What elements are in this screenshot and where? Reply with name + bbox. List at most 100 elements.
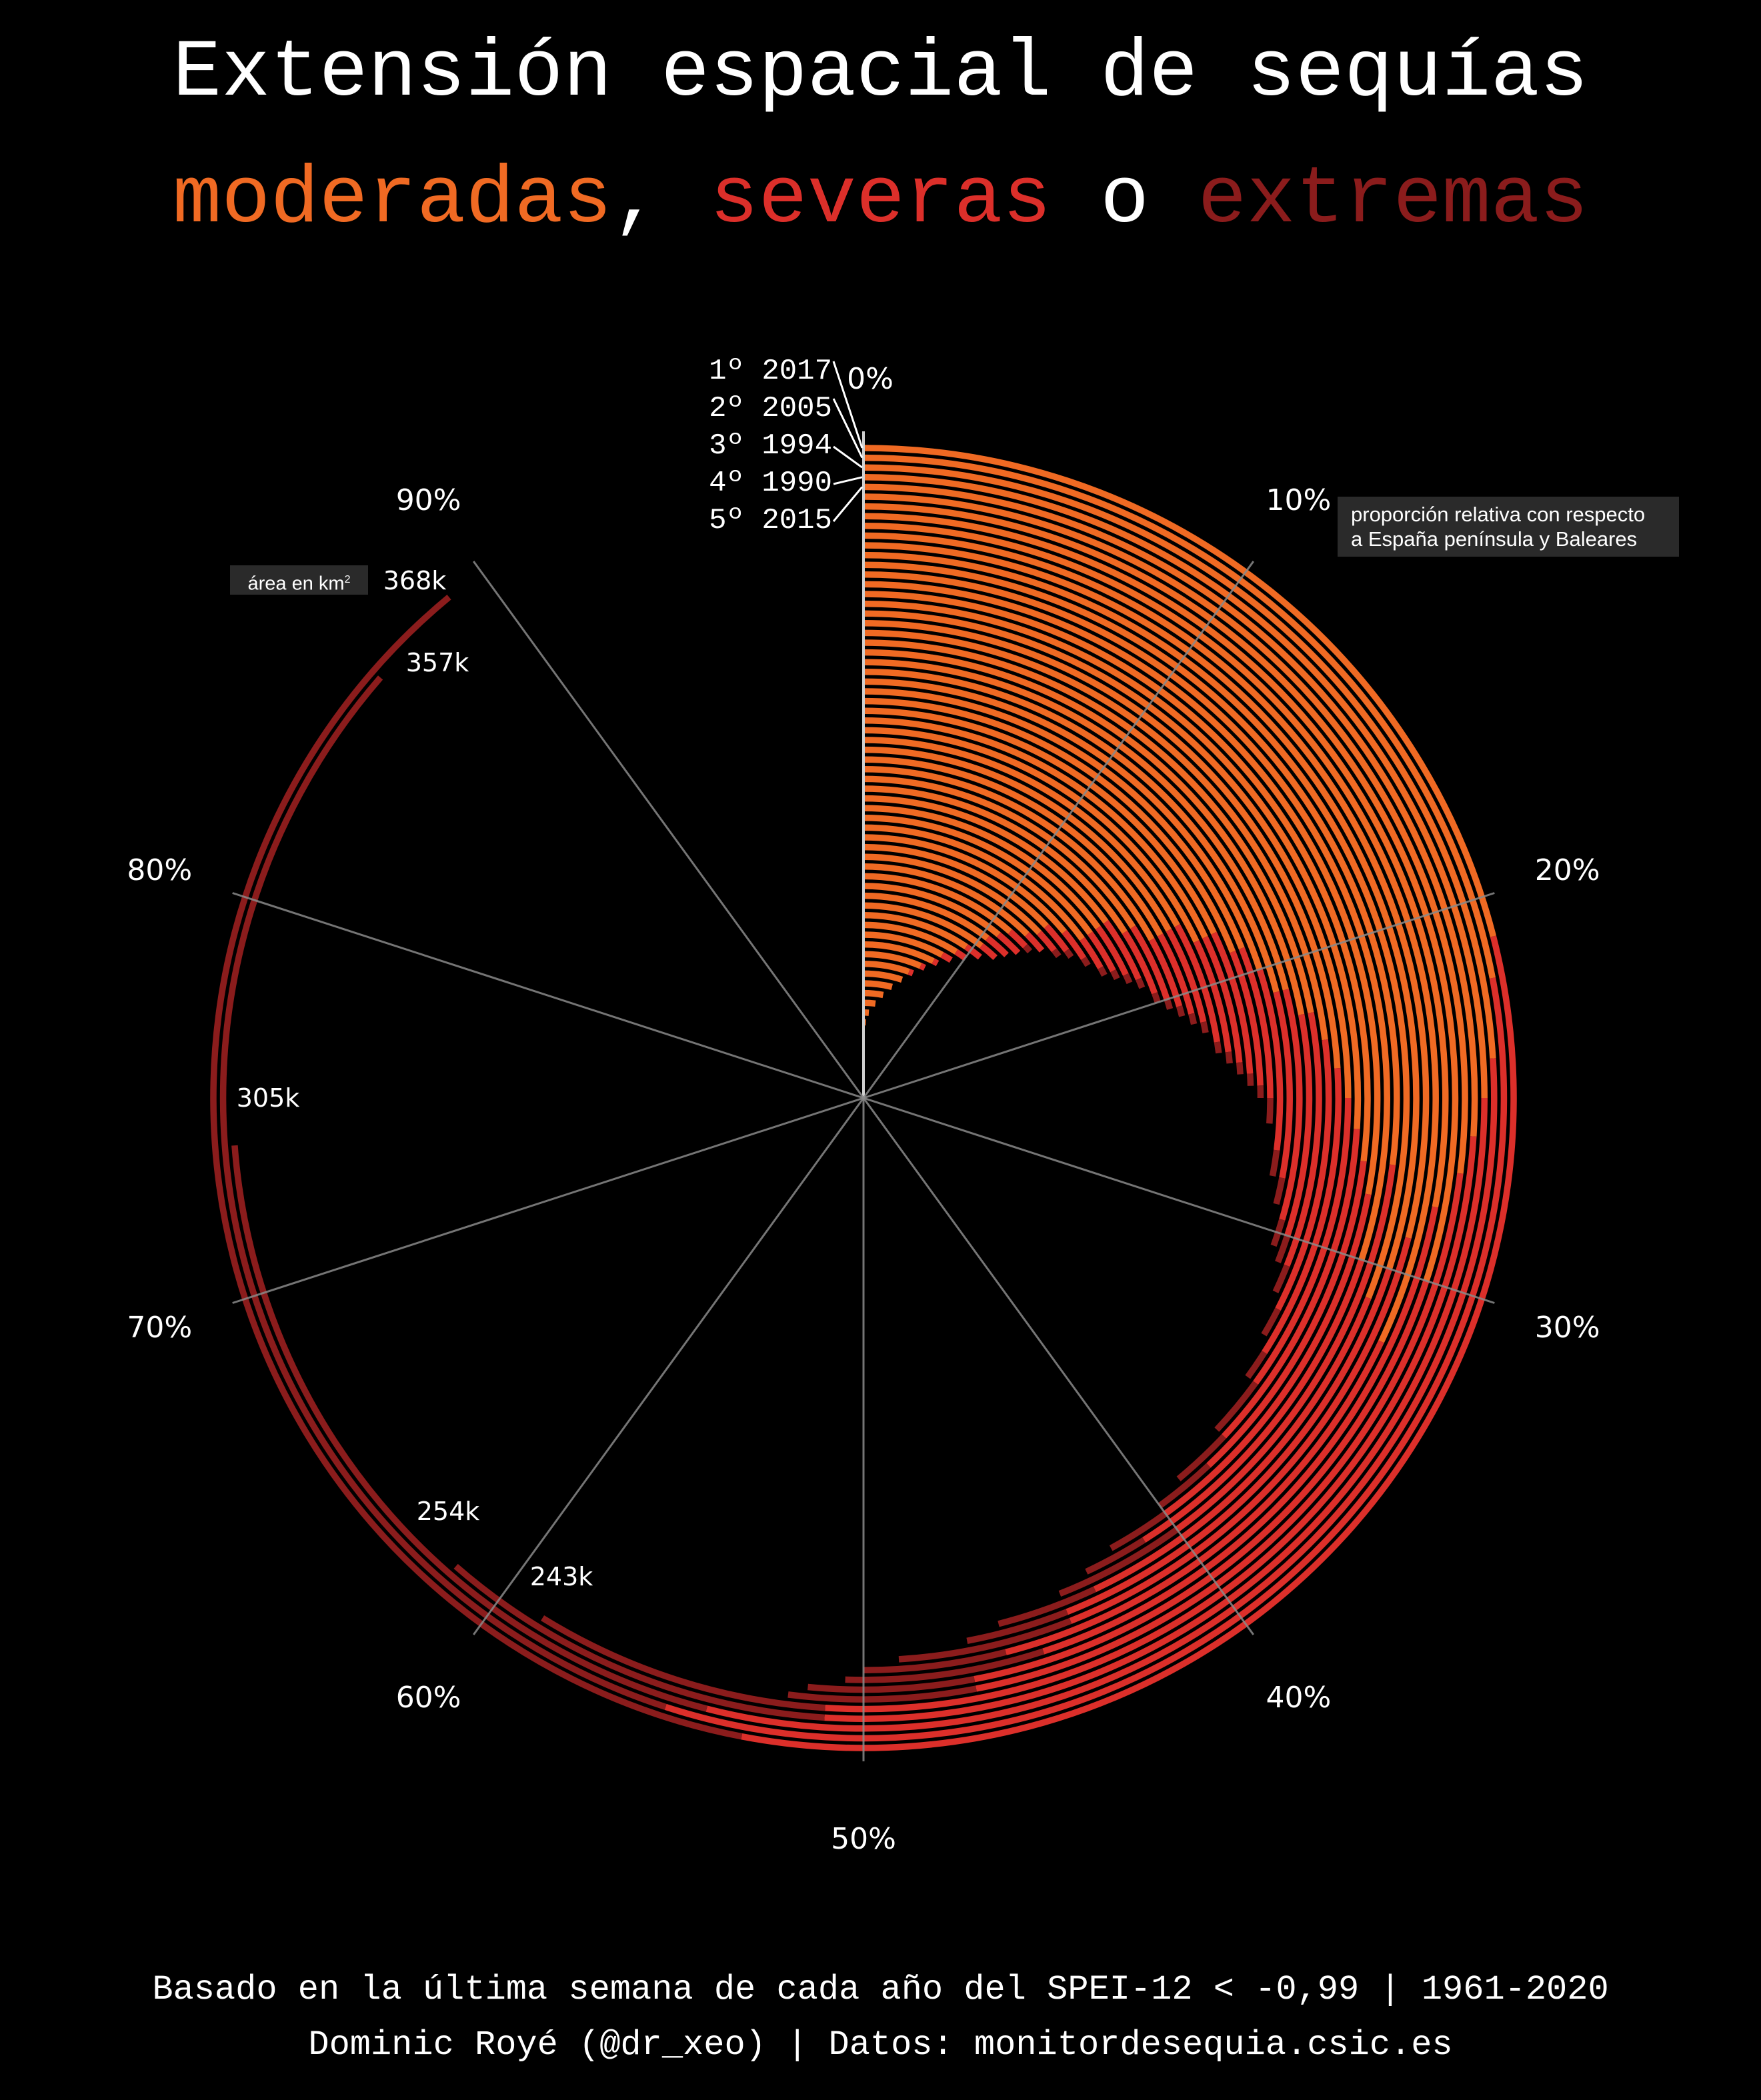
bar-extreme-ring-35 bbox=[1164, 998, 1174, 1010]
bar-extreme-ring-30 bbox=[1225, 1051, 1233, 1064]
area-value-label-2: 357k bbox=[406, 648, 469, 677]
bar-moderate-ring-8 bbox=[863, 513, 1449, 1208]
bar-severe-ring-2 bbox=[664, 977, 1508, 1742]
bar-extreme-ring-14 bbox=[1085, 1537, 1146, 1575]
rank-number: 1º bbox=[709, 355, 744, 388]
bar-extreme-ring-28 bbox=[1246, 1073, 1254, 1086]
bar-moderate-ring-28 bbox=[863, 707, 1217, 935]
tick-label-0: 0% bbox=[847, 362, 894, 396]
bar-severe-ring-43 bbox=[1037, 931, 1057, 953]
bar-severe-ring-41 bbox=[1062, 929, 1087, 961]
rank-leader-line bbox=[833, 445, 863, 469]
bar-severe-ring-53 bbox=[919, 963, 926, 971]
bar-moderate-ring-1 bbox=[863, 445, 1496, 937]
rank-leader-line bbox=[832, 486, 863, 522]
chart-title-line2: moderadas, severas o extremas bbox=[0, 153, 1761, 246]
bar-severe-ring-51 bbox=[940, 952, 953, 963]
tick-label-90: 90% bbox=[396, 483, 461, 517]
bar-moderate-ring-12 bbox=[863, 551, 1410, 1299]
tick-label-30: 30% bbox=[1535, 1311, 1600, 1345]
legend-moderate: moderadas bbox=[172, 153, 612, 246]
bar-severe-ring-13 bbox=[1175, 1164, 1396, 1532]
bar-moderate-ring-10 bbox=[863, 532, 1430, 1239]
bar-moderate-ring-31 bbox=[863, 737, 1180, 927]
bar-moderate-ring-37 bbox=[863, 795, 1109, 924]
rank-year: 2017 bbox=[761, 355, 832, 388]
bar-extreme-ring-9 bbox=[863, 1649, 1007, 1673]
bar-extreme-ring-15 bbox=[1109, 1511, 1168, 1551]
rank-leader-line bbox=[833, 476, 863, 485]
bar-extreme-ring-8 bbox=[845, 1648, 1045, 1683]
bar-severe-ring-40 bbox=[1080, 937, 1104, 969]
area-unit-note: área en km2 bbox=[230, 565, 368, 595]
bar-severe-ring-30 bbox=[1193, 940, 1232, 1053]
gridline-60 bbox=[472, 1097, 865, 1635]
bar-extreme-ring-3 bbox=[231, 1145, 707, 1712]
bar-moderate-ring-2 bbox=[863, 454, 1496, 979]
bar-severe-ring-44 bbox=[1025, 932, 1045, 953]
bar-extreme-ring-21 bbox=[1272, 1264, 1290, 1293]
legend-extreme: extremas bbox=[1198, 153, 1589, 246]
rank-leader-line bbox=[832, 398, 863, 459]
bar-moderate-ring-14 bbox=[863, 571, 1390, 1261]
bar-moderate-ring-13 bbox=[863, 561, 1400, 1165]
bar-severe-ring-16 bbox=[1206, 1161, 1367, 1468]
rank-label-2: 2º 2005 bbox=[709, 392, 832, 425]
bar-severe-ring-49 bbox=[964, 944, 982, 960]
tick-label-50: 50% bbox=[831, 1822, 896, 1856]
chart-title-line1: Extensión espacial de sequías bbox=[172, 27, 1589, 119]
footer-credits: Dominic Royé (@dr_xeo) | Datos: monitord… bbox=[308, 2025, 1453, 2065]
bar-severe-ring-27 bbox=[1230, 951, 1264, 1086]
bar-severe-ring-7 bbox=[974, 1279, 1430, 1683]
bar-extreme-ring-13 bbox=[1058, 1527, 1179, 1597]
bar-moderate-ring-40 bbox=[863, 824, 1085, 941]
bar-moderate-ring-18 bbox=[863, 610, 1352, 1099]
proportion-note-line2: a España península y Baleares bbox=[1351, 527, 1638, 551]
bar-moderate-ring-54 bbox=[863, 961, 910, 975]
bar-severe-ring-36 bbox=[1122, 930, 1158, 995]
bar-moderate-ring-57 bbox=[863, 989, 884, 999]
footer-source-note: Basado en la última semana de cada año d… bbox=[152, 1970, 1609, 2009]
rank-number: 2º bbox=[709, 392, 744, 425]
bar-moderate-ring-48 bbox=[863, 902, 984, 949]
gridline-10 bbox=[862, 561, 1255, 1099]
bar-moderate-ring-34 bbox=[863, 766, 1155, 941]
bar-severe-ring-46 bbox=[996, 932, 1021, 955]
bar-extreme-ring-45 bbox=[1023, 944, 1033, 954]
rank-year: 2015 bbox=[761, 504, 832, 537]
bar-severe-ring-26 bbox=[1238, 947, 1274, 1099]
bar-extreme-ring-4 bbox=[453, 1563, 825, 1721]
proportion-note-line1: proporción relativa con respecto bbox=[1351, 503, 1646, 526]
bar-extreme-ring-33 bbox=[1188, 1013, 1198, 1025]
bar-moderate-ring-53 bbox=[863, 951, 922, 969]
bar-severe-ring-33 bbox=[1157, 933, 1195, 1015]
bar-severe-ring-3 bbox=[705, 1058, 1498, 1732]
rank-year: 2005 bbox=[761, 392, 832, 425]
bar-extreme-ring-10 bbox=[898, 1617, 1072, 1663]
bar-moderate-ring-42 bbox=[863, 843, 1049, 929]
bar-extreme-ring-16 bbox=[1158, 1463, 1211, 1509]
bar-severe-ring-39 bbox=[1088, 931, 1116, 973]
area-value-label-5: 243k bbox=[530, 1562, 593, 1591]
rank-label-5: 5º 2015 bbox=[709, 504, 832, 537]
bar-moderate-ring-30 bbox=[863, 727, 1200, 943]
bar-moderate-ring-23 bbox=[863, 659, 1289, 991]
bar-moderate-ring-11 bbox=[863, 542, 1420, 1270]
bar-moderate-ring-4 bbox=[863, 474, 1488, 1099]
bar-moderate-ring-5 bbox=[863, 483, 1478, 1137]
bar-severe-ring-23 bbox=[1279, 989, 1303, 1221]
bar-extreme-ring-1 bbox=[210, 595, 743, 1740]
bar-extreme-ring-6 bbox=[787, 1685, 977, 1703]
bar-severe-ring-22 bbox=[1284, 1013, 1313, 1237]
bar-moderate-ring-35 bbox=[863, 775, 1136, 929]
tick-label-80: 80% bbox=[127, 853, 192, 887]
area-unit-text: área en km bbox=[247, 573, 345, 595]
bar-extreme-ring-17 bbox=[1176, 1434, 1226, 1481]
bar-extreme-ring-40 bbox=[1098, 966, 1108, 977]
bar-moderate-ring-49 bbox=[863, 912, 968, 950]
bar-moderate-ring-39 bbox=[863, 815, 1093, 935]
bar-severe-ring-38 bbox=[1095, 925, 1129, 976]
bar-moderate-ring-51 bbox=[863, 931, 944, 958]
gridline-80 bbox=[232, 892, 864, 1099]
area-value-label-4: 254k bbox=[417, 1497, 480, 1526]
